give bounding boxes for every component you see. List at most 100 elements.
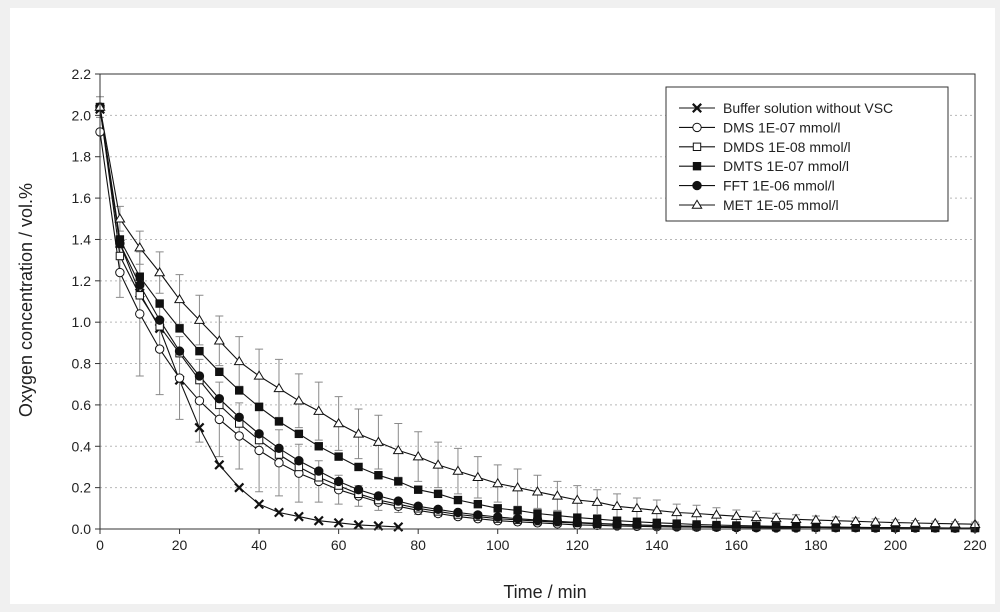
legend-label: FFT 1E-06 mmol/l	[723, 178, 835, 194]
data-point	[174, 346, 185, 356]
data-point	[195, 346, 204, 356]
data-point	[730, 510, 742, 520]
y-tick-label: 0.4	[72, 438, 92, 454]
data-point	[214, 394, 225, 404]
x-tick-label: 100	[486, 537, 510, 553]
data-point	[293, 395, 305, 405]
legend-box	[665, 86, 949, 222]
data-point	[413, 501, 423, 511]
legend-marker	[692, 142, 702, 152]
data-point	[850, 515, 862, 526]
x-tick-label: 0	[96, 537, 104, 553]
legend-label: DMS 1E-07 mmol/l	[723, 119, 840, 135]
x-axis-label: Time / min	[503, 582, 586, 602]
data-point	[691, 521, 702, 532]
data-point	[869, 516, 882, 526]
data-point	[234, 431, 244, 441]
data-point	[135, 280, 145, 290]
data-point	[373, 491, 384, 501]
data-point	[254, 445, 264, 456]
data-point	[274, 417, 284, 426]
data-point	[353, 519, 364, 530]
data-point	[493, 512, 503, 522]
x-tick-label: 80	[410, 537, 426, 553]
x-tick-label: 40	[251, 537, 267, 553]
data-point	[175, 324, 184, 333]
data-point	[532, 515, 543, 525]
data-point	[691, 507, 703, 518]
data-point	[194, 422, 205, 433]
legend: Buffer solution without VSC DMS 1E-07 mmo…	[665, 86, 949, 222]
tick-labels: 0.0 0.2 0.4 0.6 0.8 1.0 1.2 1.4 1.6 1.8 2.0 2.2 0 20 4…	[72, 66, 987, 553]
data-point	[155, 299, 164, 308]
data-point	[750, 511, 762, 522]
data-point	[254, 402, 264, 412]
data-point	[352, 428, 365, 438]
data-point	[393, 496, 403, 506]
data-point	[632, 520, 642, 530]
data-point	[790, 513, 802, 523]
data-point	[194, 371, 205, 381]
data-point	[274, 458, 284, 468]
x-tick-label: 120	[566, 537, 590, 553]
data-point	[234, 412, 244, 423]
data-point	[333, 417, 345, 428]
data-point	[333, 476, 344, 487]
legend-label: MET 1E-05 mmol/l	[723, 197, 839, 213]
data-point	[174, 373, 185, 383]
data-point	[512, 513, 523, 524]
data-point	[154, 266, 166, 277]
data-point	[711, 522, 722, 532]
y-tick-label: 1.4	[72, 231, 92, 247]
data-point	[909, 517, 921, 527]
data-point	[314, 442, 323, 451]
y-tick-label: 0.6	[72, 397, 92, 413]
legend-label: DMTS 1E-07 mmol/l	[723, 158, 849, 174]
y-tick-label: 1.6	[72, 190, 92, 206]
data-point	[671, 506, 683, 517]
data-point	[115, 251, 125, 261]
data-point	[631, 502, 643, 513]
data-point	[512, 481, 524, 492]
data-point	[651, 504, 663, 515]
data-point	[374, 471, 383, 480]
data-point	[115, 238, 125, 249]
y-axis-label: Oxygen concentration / vol.%	[16, 183, 36, 417]
data-point	[353, 485, 364, 495]
data-point	[672, 521, 682, 531]
data-point	[513, 506, 522, 515]
x-tick-label: 140	[645, 537, 669, 553]
data-point	[612, 519, 622, 529]
data-point	[254, 429, 264, 439]
data-point	[413, 485, 423, 494]
data-point	[929, 517, 941, 528]
data-point	[592, 518, 602, 529]
data-point	[394, 477, 403, 486]
x-tick-label: 160	[725, 537, 749, 553]
data-point	[193, 314, 206, 324]
x-tick-label: 180	[804, 537, 828, 553]
y-tick-label: 0.0	[72, 521, 92, 537]
plot-frame	[99, 73, 976, 530]
data-point	[432, 459, 444, 469]
data-point	[313, 515, 324, 526]
data-point	[531, 486, 544, 496]
data-point	[313, 405, 325, 415]
data-point	[115, 267, 125, 278]
data-point	[154, 344, 165, 354]
data-point	[154, 315, 165, 325]
data-point	[135, 272, 144, 281]
data-point	[453, 495, 463, 505]
data-point	[830, 515, 842, 525]
data-point	[433, 504, 443, 515]
data-point	[293, 511, 304, 522]
y-tick-label: 1.0	[72, 314, 92, 330]
data-point	[552, 516, 563, 527]
data-point	[611, 500, 623, 510]
data-point	[233, 355, 245, 366]
legend-label: DMDS 1E-08 mmol/l	[723, 139, 851, 155]
data-point	[433, 489, 443, 499]
data-point	[235, 386, 244, 395]
